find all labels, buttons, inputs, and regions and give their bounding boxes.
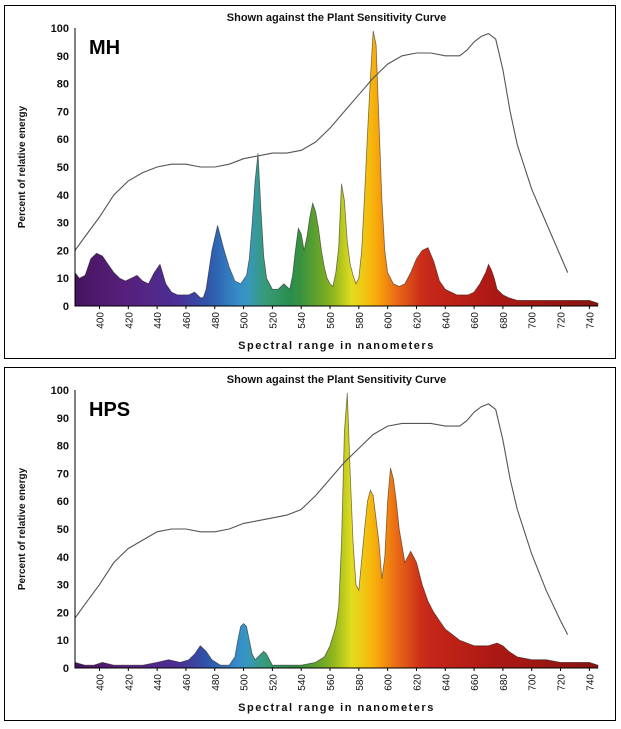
hps-x-tick-label: 520 [268,674,279,691]
mh-y-tick-label: 50 [57,162,69,174]
hps-y-tick-label: 80 [57,441,69,453]
hps-x-tick-label: 480 [211,674,222,691]
hps-x-tick-label: 460 [182,674,193,691]
hps-plant-sensitivity-curve [74,403,569,635]
mh-x-tick-label: 480 [211,312,222,329]
hps-y-tick-label: 30 [57,580,69,592]
hps-x-tick-label: 420 [124,674,135,691]
mh-lamp-label: MH [89,37,120,59]
hps-x-tick-label: 660 [470,674,481,691]
mh-y-tick-label: 80 [57,79,69,91]
hps-y-tick-label: 60 [57,496,69,508]
mh-axes [74,28,598,307]
hps-axes [74,390,598,669]
hps-lamp-label: HPS [89,399,130,421]
hps-x-tick-label: 740 [585,674,596,691]
hps-y-tick-label: 100 [51,385,69,397]
mh-plant-sensitivity-curve [74,32,569,273]
mh-y-tick-label: 60 [57,134,69,146]
hps-x-tick-label: 540 [297,674,308,691]
hps-x-tick-label: 440 [153,674,164,691]
hps-y-tick-label: 10 [57,635,69,647]
mh-chart-title: Shown against the Plant Sensitivity Curv… [227,12,446,24]
mh-x-tick-label: 500 [240,312,251,329]
mh-y-axis-label: Percent of relative energy [17,105,28,228]
hps-y-tick-label: 50 [57,524,69,536]
mh-y-tick-label: 40 [57,190,69,202]
hps-x-tick-label: 500 [240,674,251,691]
mh-x-tick-label: 460 [182,312,193,329]
hps-y-axis-label: Percent of relative energy [17,467,28,590]
hps-x-tick-label: 580 [355,674,366,691]
hps-x-tick-label: 560 [326,674,337,691]
mh-x-tick-label: 720 [557,312,568,329]
hps-x-tick-label: 620 [412,674,423,691]
mh-x-tick-label: 600 [384,312,395,329]
mh-x-tick-label: 640 [441,312,452,329]
mh-y-tick-label: 100 [51,23,69,35]
hps-y-tick-label: 90 [57,413,69,425]
mh-y-tick-label: 0 [63,301,69,313]
mh-x-tick-label: 560 [326,312,337,329]
mh-y-tick-label: 30 [57,218,69,230]
mh-y-tick-label: 90 [57,51,69,63]
hps-x-tick-label: 700 [528,674,539,691]
hps-spectrum-area [74,392,599,669]
hps-x-axis-label: Spectral range in nanometers [238,702,435,714]
mh-x-tick-label: 620 [412,312,423,329]
hps-x-tick-label: 680 [499,674,510,691]
hps-x-tick-label: 400 [95,674,106,691]
mh-y-tick-label: 70 [57,106,69,118]
mh-x-tick-label: 440 [153,312,164,329]
hps-y-tick-label: 0 [63,663,69,675]
mh-x-tick-label: 700 [528,312,539,329]
mh-x-tick-label: 400 [95,312,106,329]
mh-spectrum-area [74,30,599,307]
hps-y-tick-label: 40 [57,552,69,564]
mh-x-tick-label: 680 [499,312,510,329]
mh-y-tick-label: 20 [57,245,69,257]
mh-chart-panel: Shown against the Plant Sensitivity Curv… [4,5,616,359]
hps-y-tick-label: 70 [57,468,69,480]
mh-x-tick-label: 420 [124,312,135,329]
hps-chart-panel: Shown against the Plant Sensitivity Curv… [4,367,616,721]
hps-x-tick-label: 640 [441,674,452,691]
mh-x-tick-label: 580 [355,312,366,329]
mh-y-tick-label: 10 [57,273,69,285]
mh-x-axis-label: Spectral range in nanometers [238,340,435,352]
hps-y-tick-label: 20 [57,607,69,619]
hps-chart-title: Shown against the Plant Sensitivity Curv… [227,374,446,386]
mh-x-tick-label: 660 [470,312,481,329]
mh-x-tick-label: 520 [268,312,279,329]
hps-spectrum-chart: Shown against the Plant Sensitivity Curv… [17,374,599,714]
mh-x-tick-label: 740 [585,312,596,329]
hps-x-tick-label: 600 [384,674,395,691]
hps-x-tick-label: 720 [557,674,568,691]
mh-x-tick-label: 540 [297,312,308,329]
mh-spectrum-chart: Shown against the Plant Sensitivity Curv… [17,12,599,352]
